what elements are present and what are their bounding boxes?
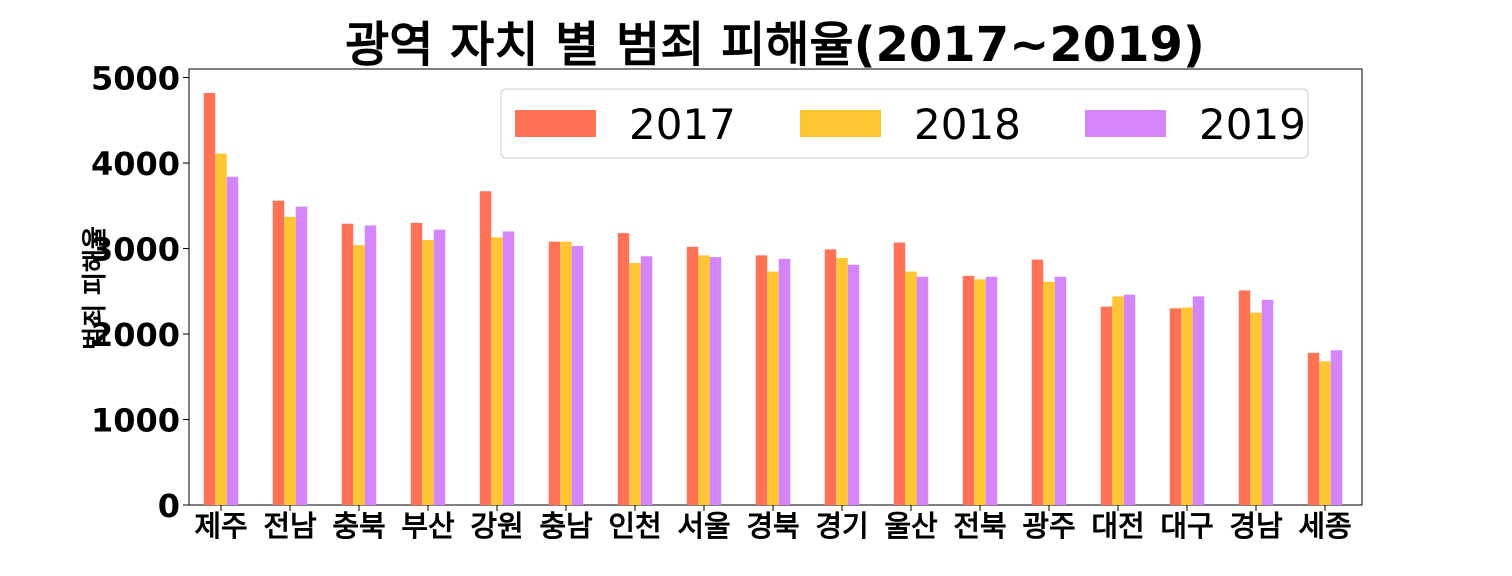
legend-swatch-2019 [1085,110,1166,137]
bar-2019-서울 [709,257,722,505]
x-tick-label: 울산 [884,509,938,543]
bar-2019-울산 [916,276,929,505]
bar-2018-부산 [422,239,434,505]
bar-2019-경기 [847,264,860,505]
y-axis-ticks: 0 1000 2000 3000 4000 5000 [91,60,189,525]
y-tick-label: 5000 [91,60,180,98]
x-tick-label: 대전 [1091,509,1144,543]
x-tick-label: 세종 [1298,509,1351,543]
x-tick-label: 광주 [1022,509,1075,543]
bar-2017-부산 [410,222,423,505]
x-tick-label: 전남 [263,509,317,543]
chart-title: 광역 자치 별 범죄 피해율(2017~2019) [345,17,1205,73]
x-tick-label: 인천 [608,509,661,543]
bar-2018-서울 [698,255,710,505]
bar-2019-충북 [364,225,377,505]
bar-2019-경남 [1261,299,1274,505]
bar-2017-경남 [1238,290,1251,505]
legend-label-2017: 2017 [629,100,736,149]
x-tick-label: 대구 [1160,509,1213,543]
y-tick-label: 0 [158,487,180,525]
bar-2019-강원 [502,231,515,505]
bar-2018-충북 [353,245,365,505]
bar-2017-광주 [1031,259,1044,505]
y-axis-label: 범죄 피해율 [80,226,109,350]
bar-2017-충북 [341,223,354,506]
legend-label-2019: 2019 [1199,100,1306,149]
bar-2017-대구 [1169,308,1182,505]
x-tick-label: 서울 [677,509,730,543]
bar-2019-세종 [1330,350,1343,505]
bar-2019-대구 [1192,296,1205,505]
bar-2019-전남 [295,206,308,505]
bar-2017-인천 [617,233,630,505]
bar-2017-울산 [893,242,906,505]
x-tick-label: 충남 [539,509,593,543]
bar-2017-세종 [1307,352,1320,505]
bar-2018-울산 [905,271,917,505]
bar-2018-광주 [1043,281,1055,505]
x-tick-label: 경북 [746,509,799,543]
bar-2017-경북 [755,255,768,505]
bar-2018-경북 [767,271,779,505]
y-tick-label: 3000 [91,231,180,269]
bar-2018-제주 [215,153,227,505]
bar-2019-부산 [433,229,446,506]
bar-2018-경남 [1250,312,1262,505]
y-tick-label: 2000 [91,316,180,354]
bar-2018-전북 [974,279,986,505]
bars-group [203,92,1343,506]
bar-2019-광주 [1054,276,1067,505]
bar-2017-경기 [824,249,837,505]
y-tick-label: 4000 [91,145,180,183]
legend-swatch-2018 [800,110,881,137]
bar-2019-대전 [1123,294,1136,505]
bar-2018-세종 [1319,361,1331,505]
x-tick-label: 전북 [953,509,1006,543]
bar-2019-전북 [985,276,998,505]
x-tick-label: 부산 [401,509,455,543]
bar-2017-강원 [479,191,492,505]
bar-2018-전남 [284,216,296,505]
legend-label-2018: 2018 [914,100,1021,149]
bar-2019-충남 [571,245,584,505]
x-tick-label: 충북 [332,509,385,543]
legend-swatch-2017 [515,110,596,137]
bar-2017-충남 [548,241,561,506]
x-tick-label: 강원 [470,509,523,543]
bar-2017-전남 [272,200,285,505]
bar-2018-충남 [560,241,572,506]
bar-2018-대구 [1181,307,1193,505]
bar-2019-경북 [778,258,791,505]
x-tick-label: 제주 [194,509,247,543]
bar-2019-제주 [226,176,239,505]
x-axis-ticks: 제주 전남 충북 부산 강원 충남 인천 서울 경북 경기 울산 전북 광주 대전 대구 경남 세종 [194,505,1352,543]
bar-2018-강원 [491,237,503,505]
legend-frame [500,88,1309,159]
bar-2018-대전 [1112,296,1124,505]
x-tick-label: 경기 [815,509,868,543]
bar-2017-대전 [1100,306,1113,505]
bar-2018-인천 [629,263,641,505]
bar-2019-인천 [640,256,653,505]
y-tick-label: 1000 [91,402,180,440]
legend: 2017 2018 2019 [500,88,1309,159]
bar-2017-서울 [686,246,699,505]
bar-2018-경기 [836,257,848,505]
x-tick-label: 경남 [1229,509,1283,543]
bar-2017-전북 [962,275,975,505]
bar-2017-제주 [203,92,216,505]
